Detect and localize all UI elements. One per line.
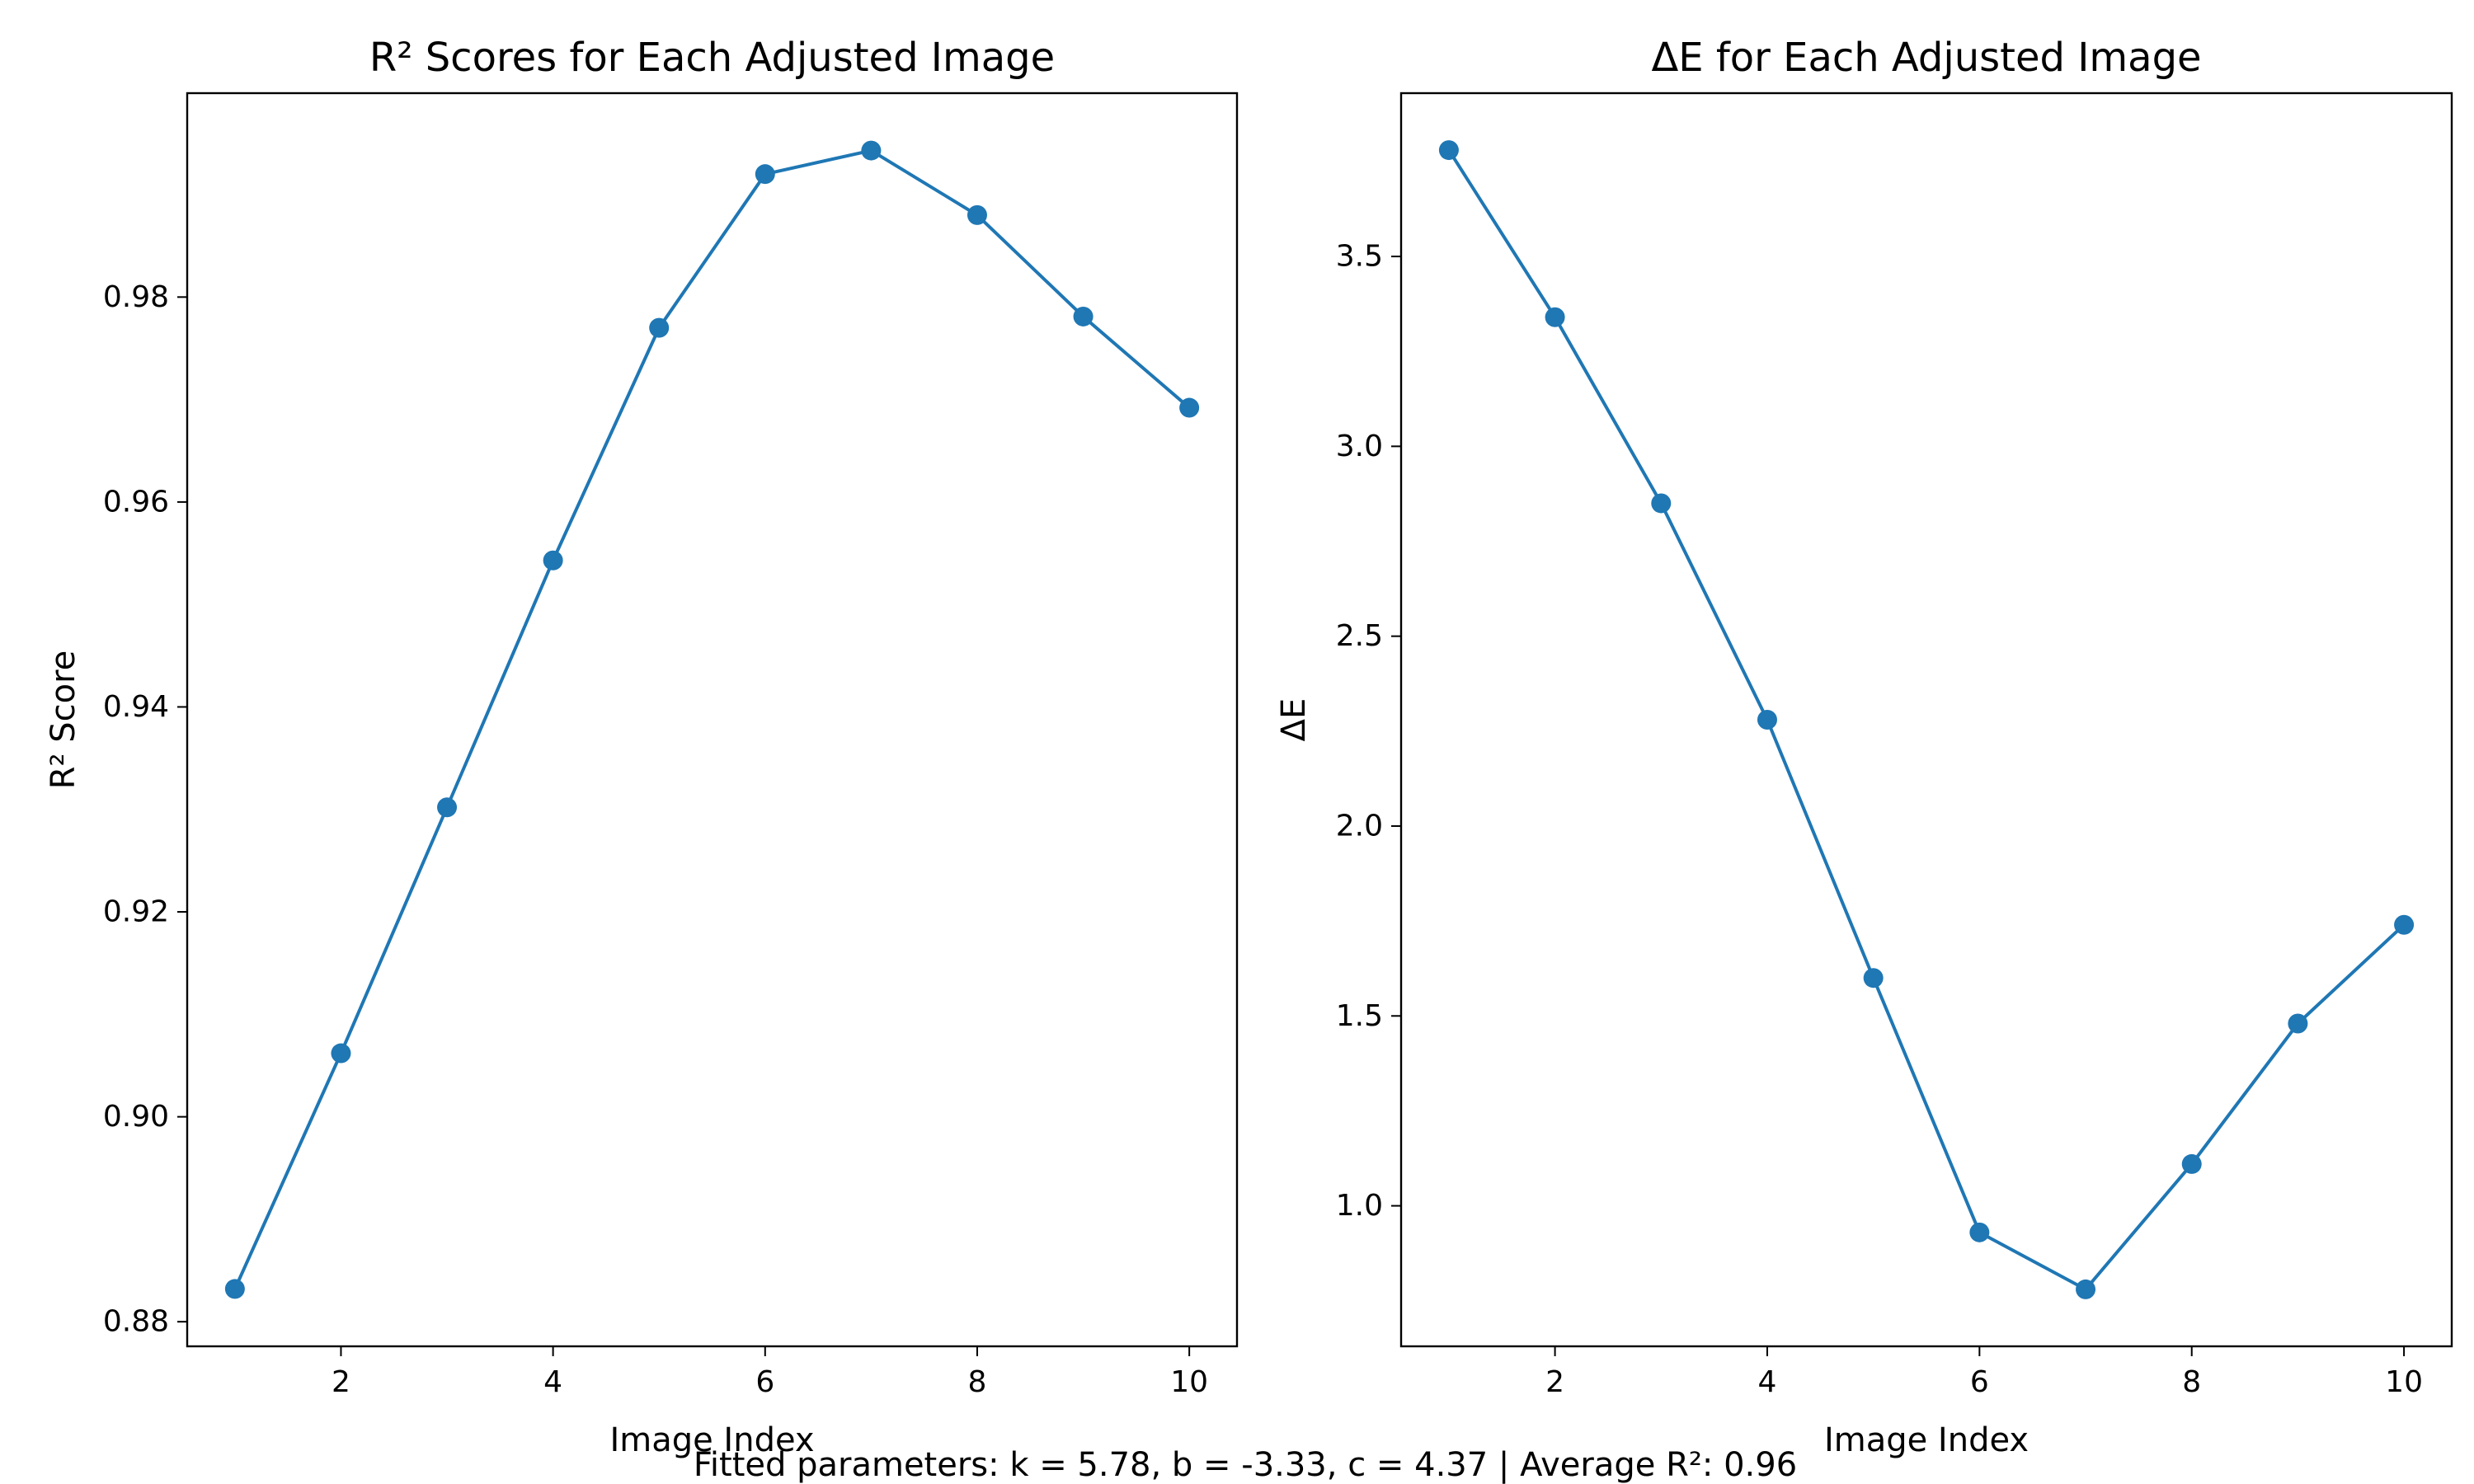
x-tick-label: 6	[1970, 1365, 1989, 1399]
plot-frame	[186, 92, 1239, 1348]
x-tick-label: 8	[968, 1365, 987, 1399]
x-tick-label: 8	[2182, 1365, 2201, 1399]
data-point	[437, 797, 458, 818]
x-tick-label: 2	[332, 1365, 350, 1399]
data-point	[2076, 1279, 2096, 1299]
y-tick-label: 0.96	[103, 485, 169, 519]
x-tick-label: 4	[543, 1365, 562, 1399]
r2-chart: R² Scores for Each Adjusted Image Image …	[45, 35, 1239, 1459]
data-point	[2288, 1013, 2308, 1034]
data-point	[1438, 140, 1459, 161]
y-tick-label: 1.0	[1336, 1189, 1383, 1223]
series-group	[224, 140, 1200, 1299]
data-point	[1545, 307, 1565, 327]
y-tick-label: 3.0	[1336, 430, 1383, 463]
y-tick-label: 0.98	[103, 280, 169, 314]
data-point	[1863, 968, 1884, 989]
x-tick-label: 10	[1170, 1365, 1208, 1399]
y-tick-label: 2.5	[1336, 619, 1383, 653]
data-point	[755, 164, 775, 185]
data-point	[1179, 397, 1200, 418]
y-tick-label: 0.92	[103, 895, 169, 929]
delta-e-chart: ΔE for Each Adjusted Image Image Index Δ…	[1275, 35, 2453, 1459]
series-line	[233, 148, 1191, 1290]
series-line	[1447, 149, 2406, 1291]
data-point	[1073, 306, 1094, 326]
data-point	[649, 317, 670, 338]
y-tick-label: 1.5	[1336, 999, 1383, 1033]
x-tick-label: 2	[1545, 1365, 1564, 1399]
data-point	[331, 1043, 351, 1064]
chart-title: R² Scores for Each Adjusted Image	[369, 35, 1055, 81]
x-axis-label: Image Index	[609, 1421, 814, 1459]
series-group	[1438, 140, 2415, 1299]
data-point	[1757, 710, 1777, 730]
y-tick-label: 0.90	[103, 1100, 169, 1134]
x-tick-label: 10	[2385, 1365, 2423, 1399]
data-point	[967, 204, 987, 225]
ticks-group: 2 4 6 8 10 0.88 0.90 0.92 0.94 0.96 0.98	[103, 280, 1208, 1399]
data-point	[2394, 914, 2415, 935]
y-tick-label: 2.0	[1336, 809, 1383, 843]
data-point	[224, 1279, 245, 1299]
ticks-group: 2 4 6 8 10 1.0 1.5 2.0 2.5 3.0 3.5	[1336, 240, 2423, 1399]
data-point	[543, 550, 563, 571]
data-point	[861, 140, 882, 161]
x-tick-label: 6	[755, 1365, 774, 1399]
y-axis-label: ΔE	[1275, 698, 1313, 742]
x-axis-label: Image Index	[1824, 1421, 2029, 1459]
y-tick-label: 0.88	[103, 1305, 169, 1339]
y-axis-label: R² Score	[45, 650, 82, 790]
fitted-parameters-text: Fitted parameters: k = 5.78, b = -3.33, …	[694, 1446, 1797, 1484]
plot-frame	[1399, 92, 2453, 1348]
data-point	[1969, 1222, 1990, 1242]
data-point	[1651, 493, 1672, 514]
data-point	[2181, 1153, 2202, 1174]
y-tick-label: 3.5	[1336, 240, 1383, 274]
x-tick-label: 4	[1758, 1365, 1777, 1399]
y-tick-label: 0.94	[103, 690, 169, 724]
chart-title: ΔE for Each Adjusted Image	[1651, 35, 2201, 81]
